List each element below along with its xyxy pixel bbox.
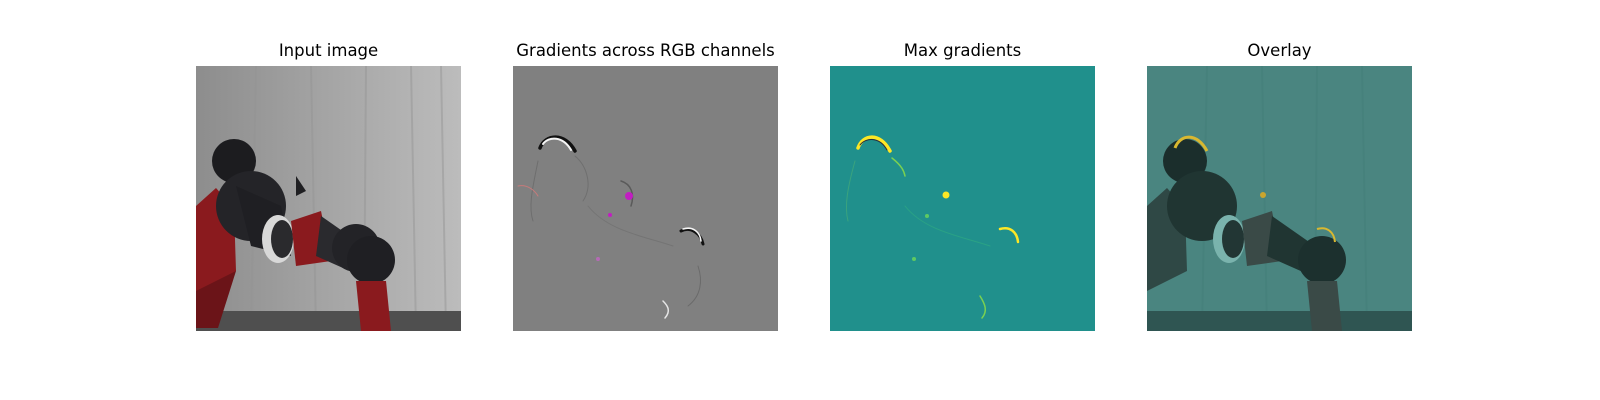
gradients-rgb-image xyxy=(513,66,778,331)
panel-title: Input image xyxy=(278,41,379,60)
panel-title: Overlay xyxy=(1247,41,1312,60)
panel-gradients-rgb: Gradients across RGB channels xyxy=(513,0,778,400)
input-image xyxy=(196,66,461,331)
panel-max-gradients: Max gradients xyxy=(830,0,1095,400)
panel-title: Max gradients xyxy=(903,41,1022,60)
panel-input-image: Input image xyxy=(196,0,461,400)
panel-title: Gradients across RGB channels xyxy=(516,41,775,60)
overlay-image xyxy=(1147,66,1412,331)
panel-overlay: Overlay xyxy=(1147,0,1412,400)
max-gradients-image xyxy=(830,66,1095,331)
